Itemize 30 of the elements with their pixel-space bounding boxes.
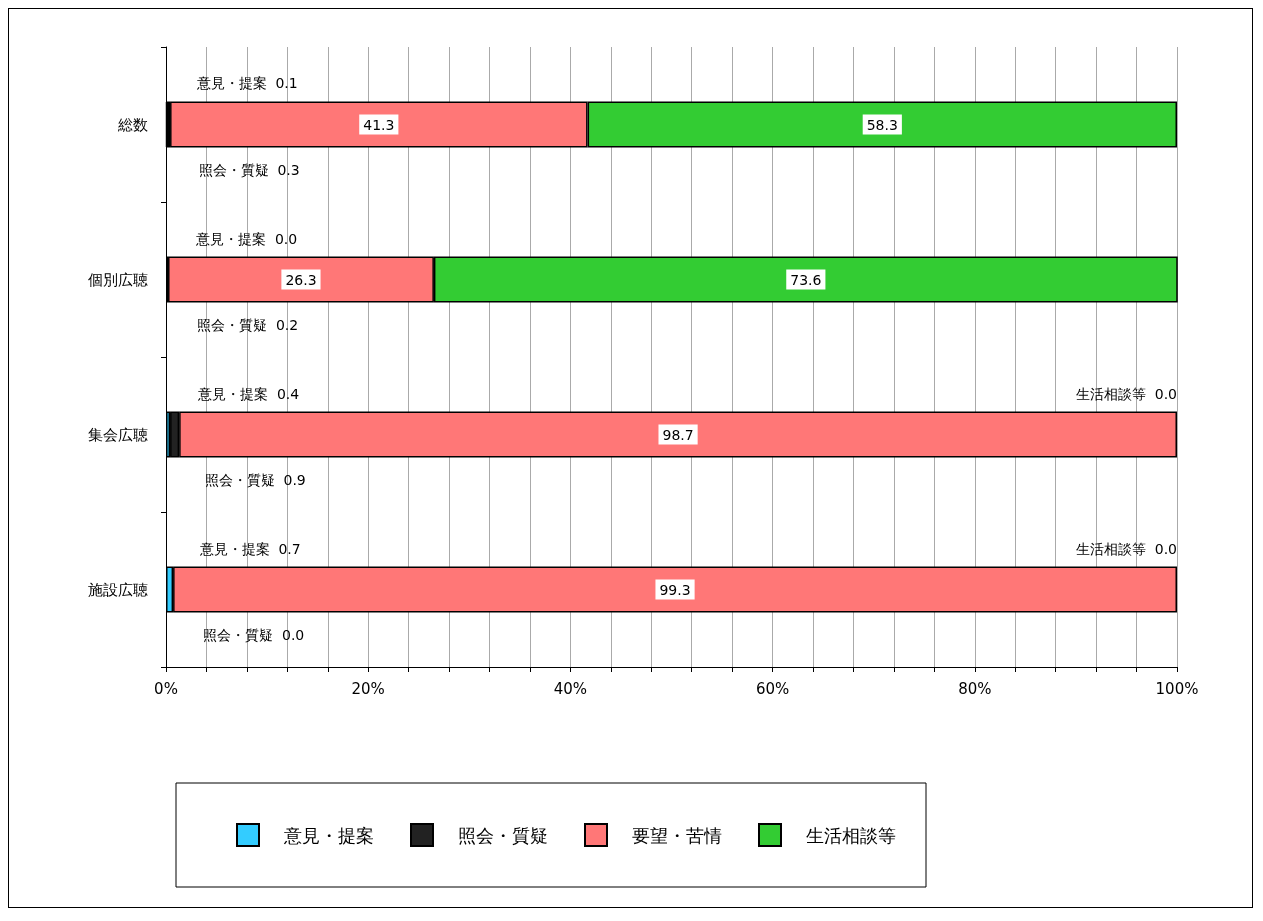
x-tick-label: 20% xyxy=(351,679,385,698)
text: 照会・質疑 0.3 xyxy=(198,161,300,178)
data-label: 73.6 xyxy=(790,271,822,288)
legend-label: 照会・質疑 xyxy=(458,824,548,846)
x-tick-label: 60% xyxy=(755,679,790,698)
x-tick-label: 80% xyxy=(958,679,992,698)
y-tick-label: 個別広聴 xyxy=(88,270,148,289)
text: 意見・提案 0.1 xyxy=(196,75,298,92)
legend-label: 要望・苦情 xyxy=(632,824,722,846)
text: 照会・質疑 0.9 xyxy=(204,471,306,488)
data-label: 26.3 xyxy=(285,271,317,288)
text: 照会・質疑 0.2 xyxy=(197,316,299,333)
x-tick-label: 0% xyxy=(154,679,178,698)
data-label: 41.3 xyxy=(363,116,395,133)
data-label: 58.3 xyxy=(866,116,898,133)
x-tick-label: 100% xyxy=(1155,679,1199,698)
y-tick-label: 集会広聴 xyxy=(88,425,148,444)
y-tick-label: 総数 xyxy=(117,115,148,134)
text: 生活相談等 0.0 xyxy=(1075,385,1177,402)
text: 意見・提案 0.0 xyxy=(196,230,298,247)
text: 照会・質疑 0.0 xyxy=(203,626,305,643)
data-label: 98.7 xyxy=(662,426,694,443)
legend-label: 生活相談等 xyxy=(806,824,896,846)
y-tick-label: 施設広聴 xyxy=(88,580,148,599)
x-tick-label: 40% xyxy=(553,679,588,698)
text: 生活相談等 0.0 xyxy=(1075,540,1177,557)
data-label: 99.3 xyxy=(659,581,691,598)
legend-label: 意見・提案 xyxy=(283,824,374,846)
text: 意見・提案 0.7 xyxy=(199,540,301,557)
text: 意見・提案 0.4 xyxy=(198,385,300,402)
